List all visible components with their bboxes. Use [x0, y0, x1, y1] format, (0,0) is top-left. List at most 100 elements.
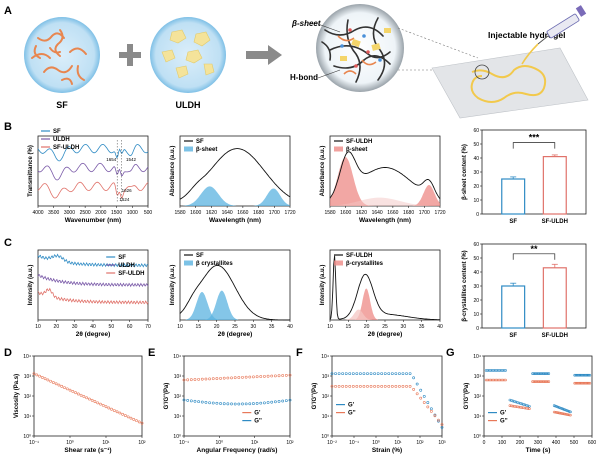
- data-point: [554, 404, 557, 408]
- data-point: [115, 410, 119, 414]
- y-tick-label: 60: [473, 242, 479, 248]
- data-point: [433, 414, 437, 418]
- data-point: [263, 374, 266, 378]
- panel-letter-b: B: [4, 121, 12, 133]
- data-point: [330, 384, 334, 388]
- data-point: [561, 407, 565, 411]
- data-point: [244, 402, 248, 406]
- chart-f: 10⁻² 10⁻¹ 10⁰ 10¹ 10² 10³ 10⁰ 10¹ 10² 10³ 10⁴ Strai…: [312, 354, 446, 454]
- data-point: [501, 369, 504, 372]
- data-point: [135, 419, 138, 423]
- data-point: [341, 372, 345, 376]
- legend-label: SF: [118, 255, 126, 261]
- data-point: [273, 374, 277, 378]
- data-point: [578, 381, 581, 385]
- data-point: [569, 410, 572, 414]
- data-point: [502, 369, 506, 372]
- x-tick-label: 3500: [48, 210, 59, 216]
- data-point: [230, 376, 233, 380]
- data-point: [576, 381, 580, 385]
- data-point: [532, 380, 536, 383]
- data-point: [495, 378, 498, 382]
- data-point: [226, 402, 230, 406]
- data-point: [351, 384, 355, 388]
- data-point: [408, 372, 412, 376]
- panel-letter-f: F: [296, 347, 303, 359]
- data-point: [40, 376, 44, 379]
- data-point: [528, 407, 531, 411]
- data-point: [514, 405, 518, 408]
- y-tick-label: 10⁰: [23, 434, 31, 440]
- x-axis-label: Wavelength (nm): [209, 217, 261, 224]
- data-point: [259, 401, 263, 405]
- y-tick-label: 10¹: [24, 414, 32, 420]
- legend-label: SF-ULDH: [53, 145, 79, 151]
- data-point: [348, 372, 352, 376]
- x-tick-label: 10⁰: [372, 440, 380, 446]
- data-point: [565, 413, 568, 416]
- fit-peak: [253, 188, 290, 206]
- data-point: [504, 378, 507, 382]
- data-point: [96, 401, 100, 405]
- data-point: [355, 372, 359, 376]
- data-point: [531, 380, 534, 383]
- data-point: [401, 384, 405, 388]
- data-point: [582, 381, 586, 385]
- annotation: 1626: [122, 188, 133, 193]
- x-tick-label: 25: [232, 324, 238, 330]
- chart-c3: 10 15 20 25 30 35 40 2θ (degree) Intensity (a.u.…: [320, 249, 443, 338]
- x-tick-label: 10: [327, 324, 333, 330]
- data-point: [79, 393, 83, 397]
- y-axis-label: G'/G''(Pa): [164, 383, 170, 410]
- y-tick-label: 0: [476, 326, 479, 332]
- data-point: [237, 376, 241, 379]
- data-point: [555, 405, 558, 408]
- data-point: [219, 402, 222, 405]
- data-point: [543, 372, 547, 375]
- annotation: 1524: [119, 197, 130, 202]
- data-point: [284, 373, 288, 377]
- x-tick-label: 1600: [190, 210, 201, 216]
- fit-peak: [330, 157, 377, 206]
- sf-droplet: [24, 17, 100, 93]
- data-point: [193, 399, 197, 403]
- data-point: [43, 377, 47, 381]
- data-point: [562, 412, 566, 416]
- data-point: [501, 378, 504, 382]
- x-tick-label: 10³: [438, 440, 446, 446]
- y-tick-label: 20: [473, 184, 479, 190]
- x-tick-label: 10²: [416, 440, 424, 446]
- x-tick-label: 50: [109, 324, 115, 330]
- data-point: [522, 406, 525, 410]
- data-point: [560, 407, 563, 410]
- plus-sign: [119, 44, 141, 66]
- data-point: [587, 381, 590, 385]
- data-point: [573, 381, 577, 385]
- data-point: [581, 373, 585, 377]
- data-point: [511, 404, 515, 408]
- data-point: [281, 399, 285, 403]
- legend-label: SF: [196, 139, 204, 145]
- legend-label: G'': [500, 419, 508, 425]
- data-point: [538, 380, 542, 383]
- data-point: [557, 411, 561, 415]
- data-point: [496, 369, 500, 372]
- data-point: [541, 380, 544, 383]
- y-tick-label: 40: [473, 156, 479, 162]
- data-point: [121, 412, 125, 416]
- data-point: [490, 369, 494, 372]
- data-point: [348, 384, 352, 388]
- data-point: [531, 372, 534, 375]
- data-point: [556, 405, 560, 409]
- data-point: [540, 380, 543, 383]
- x-tick-label: 20: [364, 324, 370, 330]
- data-point: [394, 372, 398, 376]
- data-point: [270, 374, 274, 378]
- data-point: [369, 372, 373, 376]
- x-tick-label: 10²: [138, 440, 146, 446]
- data-point: [415, 382, 419, 386]
- x-tick-label: 1620: [206, 210, 217, 216]
- data-point: [334, 372, 337, 376]
- data-point: [362, 372, 366, 376]
- panel-letter-e: E: [148, 347, 155, 359]
